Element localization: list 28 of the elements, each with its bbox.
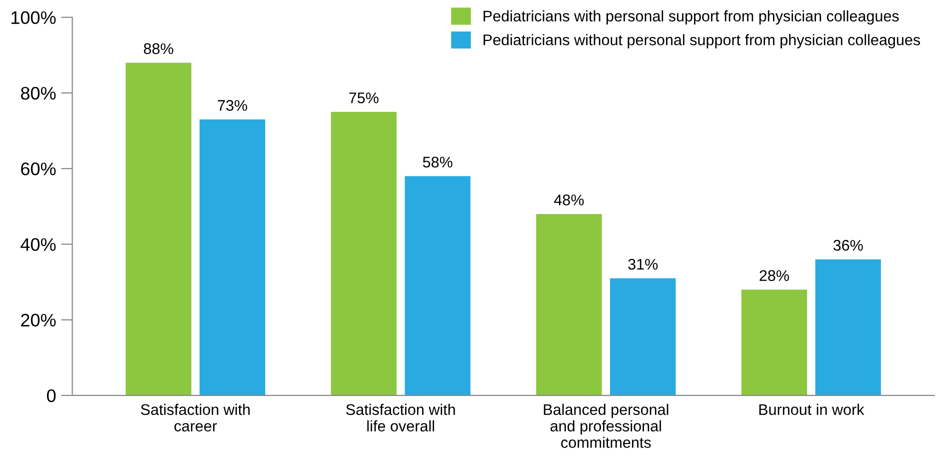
x-tick-label: Satisfaction with life overall — [346, 404, 455, 432]
legend-label: Pediatricians without personal support from physician colleagues — [484, 34, 920, 48]
data-label: 58% — [422, 156, 452, 168]
data-label: 75% — [349, 92, 378, 104]
x-tick-label: Balanced personal and professional commitments — [544, 404, 668, 448]
data-label: 31% — [628, 258, 658, 270]
bar — [815, 259, 881, 396]
y-tick-label: 100% — [12, 11, 56, 24]
x-tick-label: Burnout in work — [759, 404, 864, 416]
y-tick-label: 20% — [21, 314, 56, 327]
bar — [536, 214, 602, 396]
bar — [610, 278, 676, 396]
y-tick-label: 40% — [20, 238, 56, 251]
data-label: 48% — [554, 194, 584, 206]
x-tick-label: Satisfaction with career — [140, 404, 250, 432]
legend-label: Pediatricians with personal support from physician colleagues — [484, 10, 899, 25]
bar — [404, 176, 470, 396]
bar — [200, 119, 266, 396]
data-label: 36% — [833, 240, 863, 251]
data-label: 73% — [218, 100, 248, 111]
y-tick-label: 60% — [21, 162, 56, 176]
data-label: 28% — [760, 270, 789, 282]
y-tick-label: 80% — [20, 86, 56, 100]
data-label: 88% — [144, 43, 174, 54]
bar — [330, 112, 397, 396]
bar — [126, 62, 192, 396]
bar — [741, 290, 808, 396]
y-tick-label: 0 — [46, 389, 56, 402]
